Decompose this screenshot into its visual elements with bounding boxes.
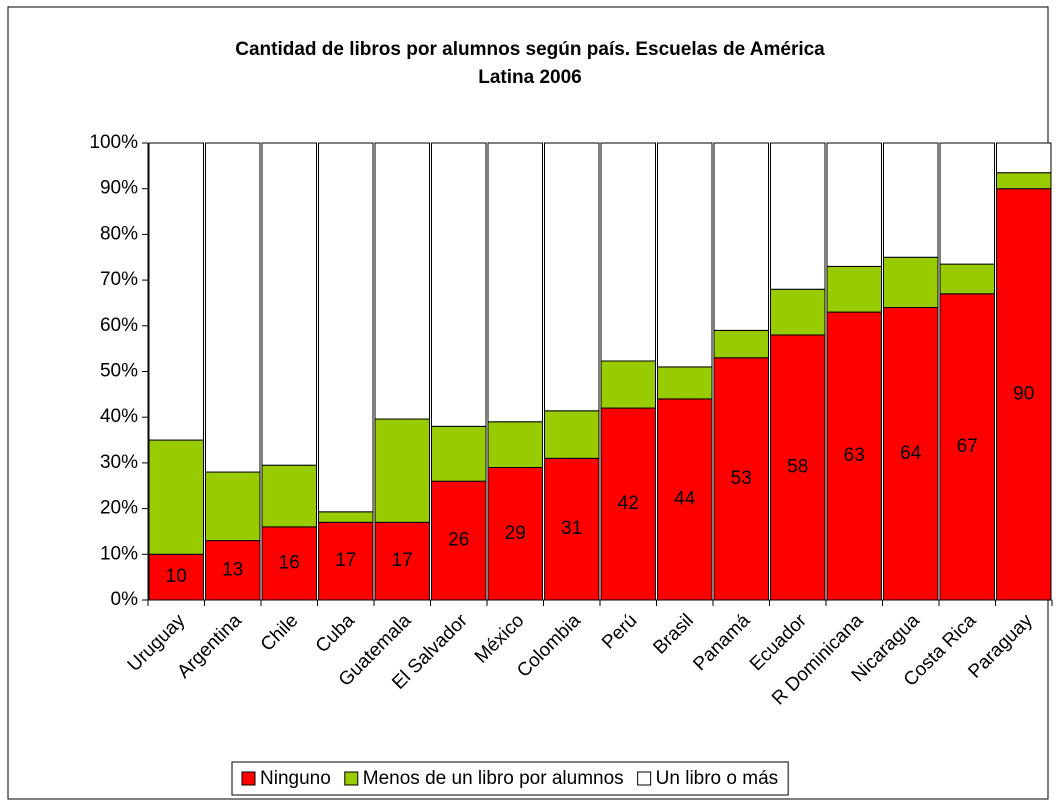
data-label: 67 — [957, 436, 978, 457]
data-label: 26 — [448, 530, 469, 551]
data-label: 17 — [392, 550, 413, 571]
y-tick-label: 50% — [100, 361, 138, 382]
bar-segment — [826, 265, 882, 313]
bar-segment — [318, 511, 374, 523]
bar-segment — [544, 410, 600, 459]
bar-segment — [770, 288, 826, 336]
bar-segment — [318, 521, 374, 601]
data-label: 31 — [561, 518, 582, 539]
legend: Ninguno Menos de un libro por alumnos Un l… — [231, 761, 789, 796]
bar-segment — [996, 142, 1052, 174]
data-label: 29 — [505, 523, 526, 544]
y-tick-label: 60% — [100, 315, 138, 336]
bar-segment — [883, 256, 939, 309]
data-label: 16 — [279, 552, 300, 573]
bar-segment — [374, 418, 430, 523]
y-tick-label: 10% — [100, 543, 138, 564]
bar-segment — [148, 142, 204, 441]
y-tick-label: 70% — [100, 269, 138, 290]
y-tick-label: 30% — [100, 452, 138, 473]
bar-segment — [487, 421, 543, 468]
bar-segment — [939, 263, 995, 295]
y-tick-label: 100% — [89, 132, 138, 153]
bar-segment — [261, 464, 317, 528]
bar-segment — [374, 521, 430, 601]
bar-segment — [713, 329, 769, 359]
bar-segment — [205, 142, 261, 473]
data-label: 53 — [731, 468, 752, 489]
bar-segment — [148, 553, 204, 601]
data-label: 63 — [844, 445, 865, 466]
bar-segment — [431, 480, 487, 601]
chart-title: Cantidad de libros por alumnos según paí… — [235, 39, 825, 88]
bar-segment — [148, 439, 204, 555]
bar-segment — [713, 357, 769, 601]
bar-segment — [544, 457, 600, 601]
y-tick-label: 80% — [100, 223, 138, 244]
bar-segment — [939, 142, 995, 265]
data-label: 58 — [787, 456, 808, 477]
bar-segment — [657, 366, 713, 400]
bar-segment — [713, 142, 769, 331]
bar-segment — [374, 142, 430, 420]
legend-label: Menos de un libro por alumnos — [363, 768, 624, 789]
bar-segment — [883, 307, 939, 601]
bar-segment — [544, 142, 600, 412]
bar-segment — [770, 334, 826, 601]
bar-segment — [883, 142, 939, 258]
data-label: 17 — [335, 550, 356, 571]
legend-box — [231, 761, 789, 796]
legend-swatch — [241, 771, 256, 786]
bar-segment — [205, 471, 261, 542]
bar-segment — [261, 526, 317, 601]
bar-segment — [431, 142, 487, 427]
bar-segment — [261, 142, 317, 466]
legend-swatch — [344, 771, 359, 786]
legend-label: Un libro o más — [656, 768, 779, 789]
data-label: 10 — [166, 566, 187, 587]
bar-segment — [600, 360, 656, 409]
bar-segment — [487, 466, 543, 601]
bar-segment — [487, 142, 543, 423]
data-label: 90 — [1013, 383, 1034, 404]
legend-swatch — [637, 771, 652, 786]
data-label: 42 — [618, 493, 639, 514]
bar-segment — [431, 425, 487, 482]
data-label: 13 — [222, 559, 243, 580]
bar-segment — [600, 407, 656, 601]
data-label: 44 — [674, 488, 696, 509]
bar-segment — [657, 142, 713, 368]
legend-label: Ninguno — [260, 768, 331, 789]
y-tick-label: 0% — [111, 589, 139, 610]
bar-segment — [996, 172, 1052, 190]
y-tick-label: 90% — [100, 178, 138, 199]
bar-segment — [826, 142, 882, 267]
data-label: 64 — [900, 443, 922, 464]
bar-segment — [600, 142, 656, 362]
y-tick-label: 40% — [100, 406, 138, 427]
bar-segment — [770, 142, 826, 290]
y-tick-label: 20% — [100, 498, 138, 519]
bar-segment — [318, 142, 374, 513]
bar-segment — [657, 398, 713, 601]
bar-segment — [205, 540, 261, 601]
